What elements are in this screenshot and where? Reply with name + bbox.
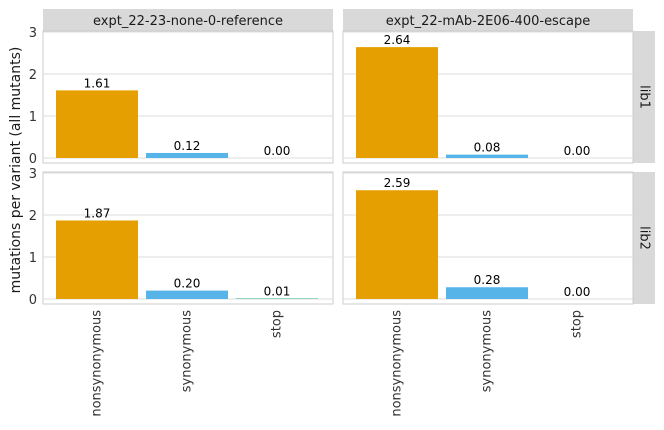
- y-tick-label-lib2-0: 0: [29, 293, 37, 308]
- facet-strip-expt-22-23-none-0-reference: [43, 9, 333, 31]
- facet-label-expt-22-mab-2e06-400-escape: expt_22-mAb-2E06-400-escape: [386, 14, 590, 29]
- facet-label-lib2: lib2: [637, 226, 652, 250]
- y-tick-label-lib1-2: 2: [29, 68, 37, 83]
- x-tick-label-expt-22-23-none-0-reference-stop: stop: [270, 310, 285, 338]
- y-tick-label-lib1-0: 0: [29, 152, 37, 167]
- facet-strip-lib2: [633, 172, 655, 304]
- facet-label-lib1: lib1: [637, 85, 652, 109]
- value-label-expt-22-mab-2e06-400-escape-lib1-stop: 0.00: [564, 144, 591, 158]
- x-tick-label-expt-22-mab-2e06-400-escape-nonsynonymous: nonsynonymous: [390, 310, 405, 417]
- value-label-expt-22-23-none-0-reference-lib2-nonsynonymous: 1.87: [84, 206, 111, 220]
- x-tick-label-expt-22-23-none-0-reference-synonymous: synonymous: [180, 310, 195, 392]
- x-tick-label-expt-22-23-none-0-reference-nonsynonymous: nonsynonymous: [90, 310, 105, 417]
- facet-label-expt-22-23-none-0-reference: expt_22-23-none-0-reference: [93, 14, 283, 29]
- bar-expt-22-mab-2e06-400-escape-lib1-synonymous: [446, 154, 528, 158]
- bar-expt-22-mab-2e06-400-escape-lib1-nonsynonymous: [356, 47, 438, 159]
- value-label-expt-22-23-none-0-reference-lib1-stop: 0.00: [264, 144, 291, 158]
- bar-expt-22-mab-2e06-400-escape-lib2-nonsynonymous: [356, 190, 438, 299]
- value-label-expt-22-mab-2e06-400-escape-lib2-nonsynonymous: 2.59: [384, 176, 411, 190]
- value-label-expt-22-23-none-0-reference-lib2-synonymous: 0.20: [174, 277, 201, 291]
- x-tick-label-expt-22-mab-2e06-400-escape-synonymous: synonymous: [480, 310, 495, 392]
- value-label-expt-22-mab-2e06-400-escape-lib2-synonymous: 0.28: [474, 273, 501, 287]
- y-tick-label-lib2-3: 3: [29, 167, 37, 182]
- x-tick-label-expt-22-mab-2e06-400-escape-stop: stop: [570, 310, 585, 338]
- value-label-expt-22-mab-2e06-400-escape-lib1-nonsynonymous: 2.64: [384, 33, 411, 47]
- value-label-expt-22-23-none-0-reference-lib1-synonymous: 0.12: [174, 139, 201, 153]
- bar-expt-22-23-none-0-reference-lib2-nonsynonymous: [56, 220, 138, 299]
- value-label-expt-22-23-none-0-reference-lib2-stop: 0.01: [264, 285, 291, 299]
- y-axis-label: mutations per variant (all mutants): [8, 47, 24, 294]
- bar-expt-22-mab-2e06-400-escape-lib2-synonymous: [446, 287, 528, 299]
- facet-strip-lib1: [633, 31, 655, 163]
- y-tick-label-lib2-2: 2: [29, 209, 37, 224]
- y-tick-label-lib1-1: 1: [29, 110, 37, 125]
- bar-expt-22-23-none-0-reference-lib1-nonsynonymous: [56, 90, 138, 158]
- facet-strip-expt-22-mab-2e06-400-escape: [343, 9, 633, 31]
- bar-expt-22-23-none-0-reference-lib2-synonymous: [146, 290, 228, 299]
- bar-expt-22-23-none-0-reference-lib1-synonymous: [146, 152, 228, 158]
- y-tick-label-lib1-3: 3: [29, 26, 37, 41]
- value-label-expt-22-mab-2e06-400-escape-lib2-stop: 0.00: [564, 285, 591, 299]
- y-tick-label-lib2-1: 1: [29, 251, 37, 266]
- value-label-expt-22-mab-2e06-400-escape-lib1-synonymous: 0.08: [474, 141, 501, 155]
- value-label-expt-22-23-none-0-reference-lib1-nonsynonymous: 1.61: [84, 76, 111, 90]
